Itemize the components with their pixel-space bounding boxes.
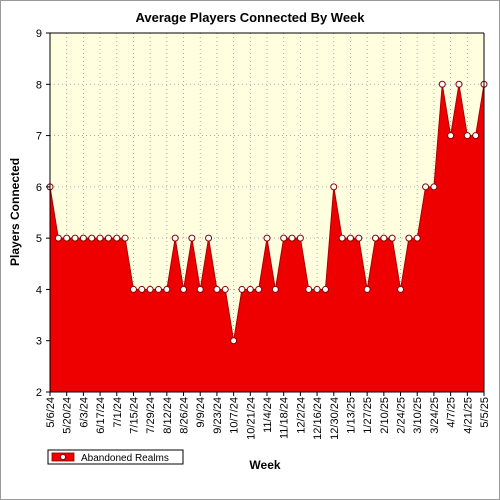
y-tick-labels: 2 3 4 5 6 7 8 9 [36, 28, 50, 399]
data-point [388, 234, 396, 242]
data-point [238, 285, 246, 293]
data-point [121, 234, 129, 242]
y-tick-label: 8 [36, 79, 42, 91]
x-tick-label: 5/6/24 [45, 397, 57, 428]
data-point [305, 285, 313, 293]
x-tick-label: 9/23/24 [212, 397, 224, 434]
data-point [413, 234, 421, 242]
data-point [430, 183, 438, 191]
data-point [196, 285, 204, 293]
data-point [355, 234, 363, 242]
x-tick-label: 3/10/25 [412, 397, 424, 434]
y-tick-label: 9 [36, 28, 42, 40]
data-point [255, 285, 263, 293]
x-tick-label: 8/12/24 [162, 397, 174, 434]
y-tick-label: 6 [36, 182, 42, 194]
data-point [163, 285, 171, 293]
x-tick-label: 6/17/24 [95, 397, 107, 434]
x-tick-label: 10/21/24 [245, 397, 257, 440]
x-tick-labels: 5/6/24 5/20/24 6/3/24 6/17/24 7/1/24 7/15/24 7… [45, 392, 491, 440]
y-tick-label: 4 [36, 284, 42, 296]
data-point [113, 234, 121, 242]
y-tick-label: 7 [36, 131, 42, 143]
data-point [221, 285, 229, 293]
data-point [138, 285, 146, 293]
data-point [438, 80, 446, 88]
y-tick-label: 2 [36, 387, 42, 399]
data-point [313, 285, 321, 293]
data-point [129, 285, 137, 293]
y-tick-label: 3 [36, 336, 42, 348]
x-tick-label: 7/29/24 [145, 397, 157, 434]
x-tick-label: 9/9/24 [195, 397, 207, 428]
x-tick-label: 4/7/25 [446, 397, 458, 428]
data-point [455, 80, 463, 88]
data-point [146, 285, 154, 293]
data-point [363, 285, 371, 293]
x-tick-label: 7/15/24 [128, 397, 140, 434]
data-point [205, 234, 213, 242]
data-point [463, 132, 471, 140]
legend-marker [59, 453, 67, 461]
chart-title: Average Players Connected By Week [135, 10, 365, 25]
data-point [171, 234, 179, 242]
legend: Abandoned Realms [47, 449, 184, 465]
data-point [321, 285, 329, 293]
x-tick-label: 1/13/25 [345, 397, 357, 434]
x-tick-label: 12/30/24 [329, 397, 341, 440]
data-point [346, 234, 354, 242]
data-point [188, 234, 196, 242]
data-point [88, 234, 96, 242]
x-tick-label: 11/4/24 [262, 397, 274, 433]
data-point [263, 234, 271, 242]
data-point [280, 234, 288, 242]
data-point [230, 337, 238, 345]
x-tick-label: 5/20/24 [62, 397, 74, 434]
data-point [96, 234, 104, 242]
series-markers [46, 80, 488, 345]
x-tick-label: 12/2/24 [295, 397, 307, 434]
legend-label-abandoned-realms: Abandoned Realms [81, 453, 169, 464]
x-tick-label: 3/24/25 [429, 397, 441, 434]
data-point [397, 285, 405, 293]
data-point [213, 285, 221, 293]
x-tick-label: 6/3/24 [78, 397, 90, 428]
data-point [330, 183, 338, 191]
x-tick-label: 7/1/24 [112, 397, 124, 428]
data-point [104, 234, 112, 242]
data-point [372, 234, 379, 242]
x-axis-label: Week [249, 458, 280, 472]
x-tick-label: 12/16/24 [312, 397, 324, 440]
x-tick-label: 11/18/24 [279, 397, 291, 439]
y-tick-label: 5 [36, 233, 42, 245]
x-tick-label: 2/10/25 [379, 397, 391, 434]
data-point [288, 234, 296, 242]
data-point [338, 234, 346, 242]
y-axis-label: Players Connected [8, 158, 22, 266]
x-tick-label: 8/26/24 [179, 397, 191, 434]
x-tick-label: 4/21/25 [462, 397, 474, 434]
x-tick-label: 10/7/24 [229, 397, 241, 434]
data-point [180, 285, 188, 293]
data-point [296, 234, 304, 242]
data-point [71, 234, 79, 242]
data-point [472, 132, 480, 140]
data-point [155, 285, 162, 293]
x-tick-label: 2/24/25 [396, 397, 408, 434]
data-point [380, 234, 388, 242]
data-point [405, 234, 413, 242]
data-point [422, 183, 430, 191]
x-tick-label: 1/27/25 [362, 397, 374, 434]
legend-box [47, 449, 184, 465]
data-point [246, 285, 254, 293]
x-tick-label: 5/5/25 [479, 397, 491, 428]
data-point [79, 234, 87, 242]
data-point [54, 234, 62, 242]
data-point [271, 285, 279, 293]
data-point [63, 234, 71, 242]
data-point [447, 132, 455, 140]
